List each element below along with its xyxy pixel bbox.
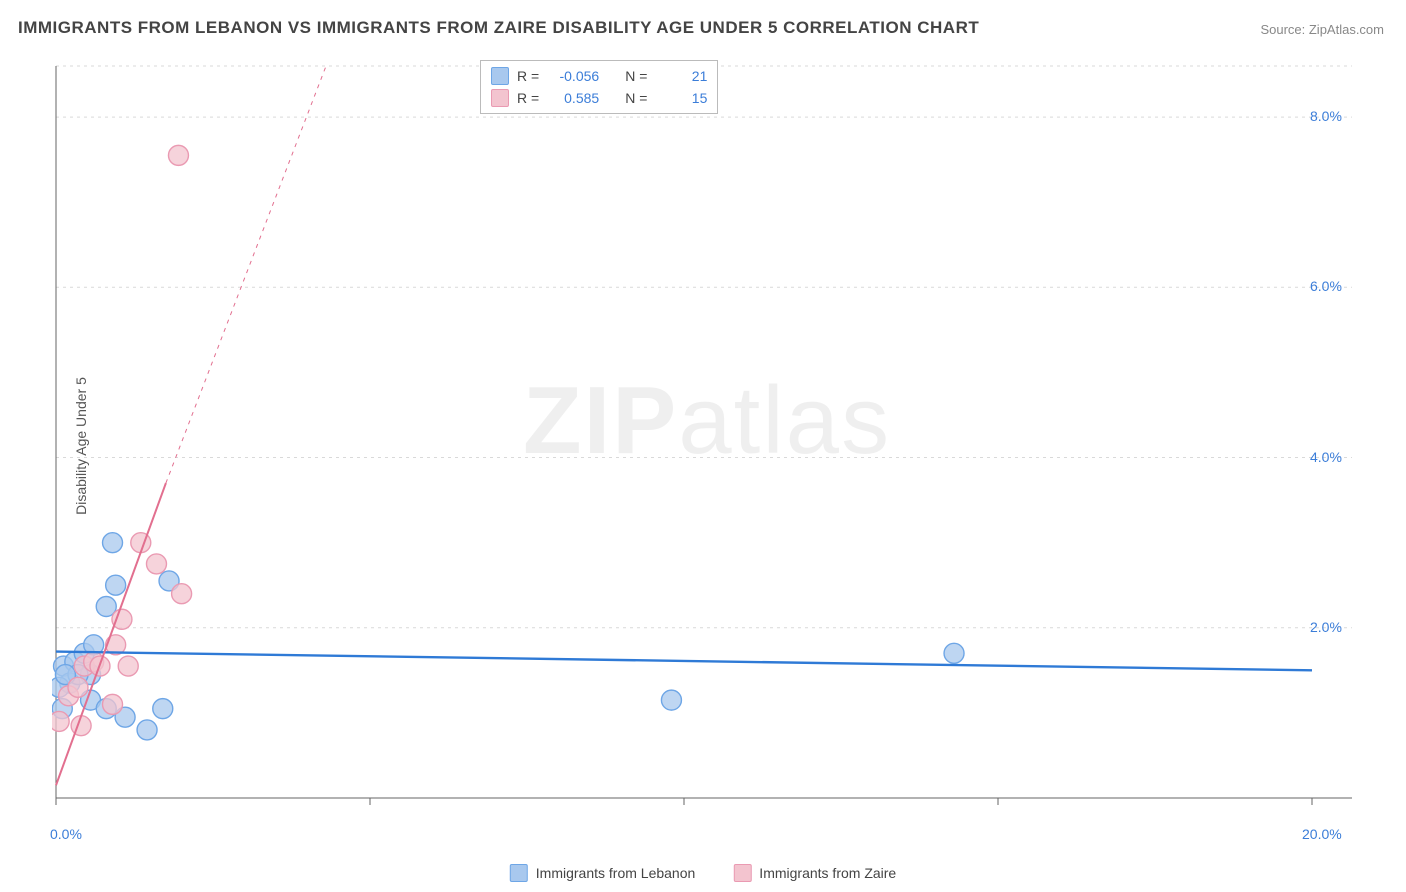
- legend-item: Immigrants from Lebanon: [510, 864, 696, 882]
- x-tick-label: 0.0%: [50, 826, 82, 842]
- y-tick-label: 2.0%: [1310, 619, 1342, 635]
- series-swatch: [733, 864, 751, 882]
- x-tick-label: 20.0%: [1302, 826, 1342, 842]
- series-swatch: [491, 67, 509, 85]
- source-label: Source:: [1260, 22, 1308, 37]
- n-label: N =: [625, 87, 647, 109]
- r-value: 0.585: [547, 87, 599, 109]
- legend-item: Immigrants from Zaire: [733, 864, 896, 882]
- bottom-legend: Immigrants from Lebanon Immigrants from Z…: [510, 864, 896, 882]
- y-tick-label: 6.0%: [1310, 278, 1342, 294]
- n-label: N =: [625, 65, 647, 87]
- y-tick-label: 8.0%: [1310, 108, 1342, 124]
- legend-label: Immigrants from Lebanon: [536, 865, 696, 881]
- scatter-plot: [52, 56, 1362, 816]
- chart-title: IMMIGRANTS FROM LEBANON VS IMMIGRANTS FR…: [18, 18, 979, 38]
- r-label: R =: [517, 87, 539, 109]
- source-name: ZipAtlas.com: [1309, 22, 1384, 37]
- stats-row: R = 0.585 N = 15: [491, 87, 707, 109]
- stats-legend-box: R = -0.056 N = 21 R = 0.585 N = 15: [480, 60, 718, 114]
- r-value: -0.056: [547, 65, 599, 87]
- y-tick-label: 4.0%: [1310, 449, 1342, 465]
- series-swatch: [491, 89, 509, 107]
- n-value: 15: [655, 87, 707, 109]
- r-label: R =: [517, 65, 539, 87]
- legend-label: Immigrants from Zaire: [759, 865, 896, 881]
- source-attribution: Source: ZipAtlas.com: [1260, 22, 1384, 37]
- stats-row: R = -0.056 N = 21: [491, 65, 707, 87]
- series-swatch: [510, 864, 528, 882]
- n-value: 21: [655, 65, 707, 87]
- chart-area: ZIPatlas: [52, 56, 1362, 816]
